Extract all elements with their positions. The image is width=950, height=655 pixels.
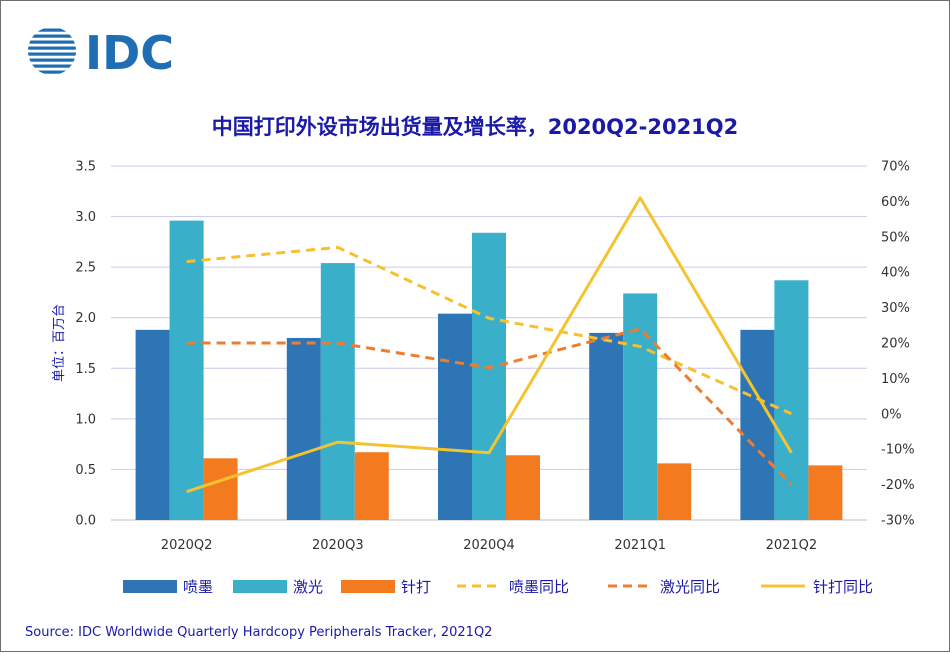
- x-tick-label: 2021Q1: [614, 538, 666, 553]
- y-tick-label: 3.5: [75, 160, 96, 175]
- x-tick-label: 2020Q3: [312, 538, 364, 553]
- bar-激光-2020Q3: [320, 263, 355, 520]
- logo-text: IDC: [85, 26, 174, 80]
- bar-series: [135, 220, 843, 521]
- bar-针打-2020Q3: [354, 452, 389, 520]
- line-series: [186, 196, 793, 494]
- bar-针打-2020Q2: [203, 458, 238, 520]
- y-tick-label: 1.5: [75, 362, 96, 377]
- y2-tick-label: -30%: [881, 514, 915, 529]
- bar-喷墨-2020Q3: [286, 337, 321, 520]
- left-axis: 0.0 0.5 1.0 1.5 2.0 2.5 3.0 3.5: [75, 160, 96, 529]
- bar-针打-2021Q1: [657, 463, 692, 520]
- source-note: Source: IDC Worldwide Quarterly Hardcopy…: [25, 625, 492, 640]
- y2-tick-label: -10%: [881, 443, 915, 458]
- legend-label: 针打同比: [813, 578, 873, 596]
- legend-label: 喷墨: [183, 578, 213, 596]
- bar-激光-2020Q4: [472, 232, 506, 521]
- bar-喷墨-2021Q2: [740, 329, 775, 520]
- y-axis-label: 单位：百万台: [52, 304, 67, 382]
- y-tick-label: 0.5: [75, 463, 96, 478]
- y-tick-label: 2.5: [75, 261, 96, 276]
- legend: 喷墨 激光 针打 喷墨同比 激光同比 针打同比: [123, 578, 873, 596]
- legend-swatch-喷墨: [123, 580, 177, 593]
- x-tick-label: 2021Q2: [766, 538, 818, 553]
- y2-tick-label: 30%: [881, 301, 910, 316]
- y-tick-label: 2.0: [75, 311, 96, 326]
- legend-label: 激光: [293, 578, 323, 596]
- bar-喷墨-2020Q4: [438, 313, 472, 520]
- y-tick-label: 3.0: [75, 210, 96, 225]
- idc-logo: IDC: [28, 26, 174, 80]
- globe-icon: [28, 28, 76, 74]
- x-tick-label: 2020Q2: [161, 538, 213, 553]
- bar-针打-2020Q4: [506, 455, 540, 520]
- legend-swatch-针打: [341, 580, 395, 593]
- y2-tick-label: 40%: [881, 266, 910, 281]
- legend-label: 喷墨同比: [509, 578, 569, 596]
- legend-swatch-激光: [233, 580, 287, 593]
- legend-label: 激光同比: [660, 578, 720, 596]
- y2-tick-label: 70%: [881, 160, 910, 175]
- bar-针打-2021Q2: [808, 465, 843, 520]
- bar-喷墨-2020Q2: [135, 329, 170, 520]
- chart-title: 中国打印外设市场出货量及增长率，2020Q2-2021Q2: [212, 115, 739, 139]
- y2-tick-label: 20%: [881, 337, 910, 352]
- right-axis: -30% -20% -10% 0% 10% 20% 30% 40% 50% 60% 70%: [881, 160, 915, 529]
- bar-喷墨-2021Q1: [589, 332, 624, 520]
- x-axis: 2020Q2 2020Q3 2020Q4 2021Q1 2021Q2: [161, 538, 817, 553]
- y-tick-label: 1.0: [75, 412, 96, 427]
- x-tick-label: 2020Q4: [463, 538, 515, 553]
- y-tick-label: 0.0: [75, 514, 96, 529]
- y2-tick-label: 60%: [881, 195, 910, 210]
- legend-label: 针打: [401, 578, 431, 596]
- bar-激光-2021Q1: [623, 293, 658, 520]
- bar-激光-2020Q2: [169, 220, 204, 521]
- y2-tick-label: 50%: [881, 230, 910, 245]
- line-喷墨同比: [186, 245, 793, 416]
- y2-tick-label: 10%: [881, 372, 910, 387]
- bar-激光-2021Q2: [774, 280, 809, 520]
- y2-tick-label: 0%: [881, 407, 902, 422]
- y2-tick-label: -20%: [881, 478, 915, 493]
- line-激光同比: [186, 327, 793, 486]
- line-针打同比: [186, 196, 793, 494]
